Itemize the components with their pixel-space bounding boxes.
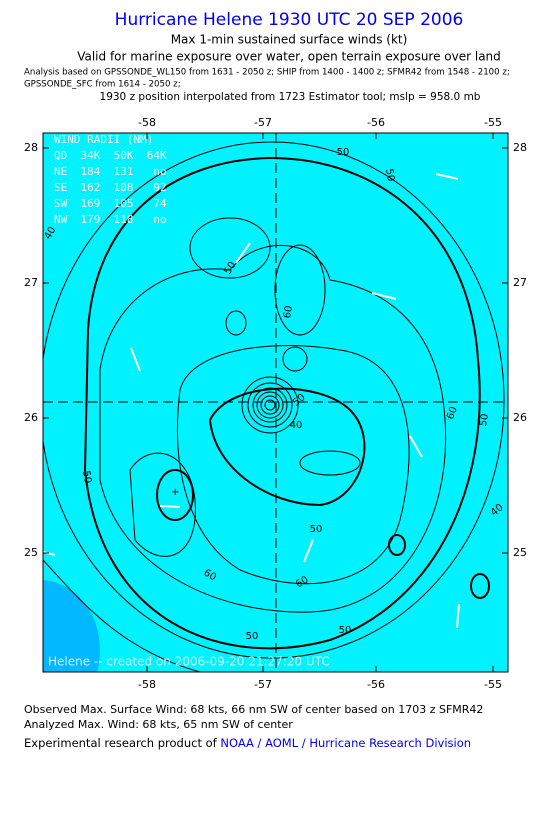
wind-radii: WIND RADII (NM) QD 34K 50K 64K NE 184 131 … xyxy=(54,133,167,226)
x-tick-label: -57 xyxy=(254,116,272,129)
contour-label: 50 xyxy=(310,524,323,535)
contour-label: 50 xyxy=(80,470,93,484)
x-tick-label: -58 xyxy=(138,678,156,691)
contour-label: 50 xyxy=(246,631,259,642)
wind-radii-row: SW 169 105 74 xyxy=(54,197,167,210)
x-tick-label: -56 xyxy=(367,116,385,129)
wind-radii-row: QD 34K 50K 64K xyxy=(54,149,167,162)
wind-field: + xyxy=(43,133,508,672)
y-tick-label: 26 xyxy=(24,411,38,424)
product-prefix: Experimental research product of xyxy=(24,736,220,750)
wind-radii-row: NW 179 118 no xyxy=(54,213,167,226)
x-tick-label: -58 xyxy=(138,116,156,129)
max-wind-marker: + xyxy=(171,487,179,498)
x-tick-label: -55 xyxy=(484,678,502,691)
wind-radii-row: WIND RADII (NM) xyxy=(54,133,153,146)
y-tick-label: 26 xyxy=(513,411,527,424)
product-note: Experimental research product of NOAA / … xyxy=(24,736,471,750)
contour-label: 50 xyxy=(478,413,491,427)
y-tick-label: 28 xyxy=(24,141,38,154)
y-tick-label: 27 xyxy=(513,276,527,289)
wind-radii-row: NE 184 131 no xyxy=(54,165,167,178)
sources: Analysis based on GPSSONDE_WL150 from 16… xyxy=(24,68,510,78)
product-link[interactable]: NOAA / AOML / Hurricane Research Divisio… xyxy=(220,736,471,750)
observed-wind: Observed Max. Surface Wind: 68 kts, 66 n… xyxy=(24,703,483,716)
contour-label: 50 xyxy=(337,147,350,158)
x-tick-label: -55 xyxy=(484,116,502,129)
axes: -58 -58 -57 -57 -56 -56 -55 -55 28 28 27 27 26 26 25 25 xyxy=(24,116,527,691)
contour-label: 60 xyxy=(282,305,295,319)
y-tick-label: 27 xyxy=(24,276,38,289)
validity: Valid for marine exposure over water, op… xyxy=(77,50,501,64)
plot-frame xyxy=(42,132,509,673)
position-note: 1930 z position interpolated from 1723 E… xyxy=(100,91,481,103)
y-tick-label: 28 xyxy=(513,141,527,154)
x-tick-label: -56 xyxy=(367,678,385,691)
credit: Helene -- created on 2006-09-20 21:27:20… xyxy=(48,655,330,669)
y-tick-label: 25 xyxy=(513,546,527,559)
y-tick-label: 25 xyxy=(24,546,38,559)
contour-label: 50 xyxy=(383,168,396,182)
analyzed-wind: Analyzed Max. Wind: 68 kts, 65 nm SW of … xyxy=(24,718,293,731)
title: Hurricane Helene 1930 UTC 20 SEP 2006 xyxy=(115,10,464,30)
contour-label: 50 xyxy=(339,625,352,636)
subtitle: Max 1-min sustained surface winds (kt) xyxy=(171,33,408,47)
x-tick-label: -57 xyxy=(254,678,272,691)
contour-label: 60 xyxy=(445,405,460,421)
sources: GPSSONDE_SFC from 1614 - 2050 z; xyxy=(24,80,181,90)
wind-radii-row: SE 162 108 92 xyxy=(54,181,167,194)
contour-label: 40 xyxy=(290,420,303,431)
